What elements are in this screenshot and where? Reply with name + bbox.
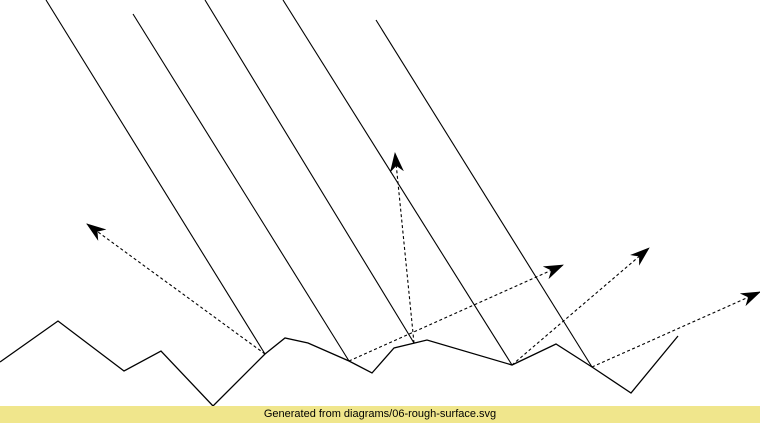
incident-rays: [45, 0, 593, 368]
rough-surface: [0, 320, 679, 406]
incident-ray-5: [375, 19, 593, 368]
scattered-ray-5: [591, 291, 760, 368]
scattered-ray-2: [389, 152, 415, 344]
scattered-rays: [86, 152, 760, 368]
scattered-ray-4: [511, 247, 650, 366]
scattered-ray-3: [348, 264, 564, 362]
incident-ray-3: [204, 0, 415, 344]
generated-caption: Generated from diagrams/06-rough-surface…: [0, 406, 760, 423]
incident-ray-1: [45, 0, 266, 355]
scattered-ray-1: [86, 223, 266, 355]
incident-ray-2: [132, 13, 350, 362]
rough-surface-diagram: [0, 0, 760, 406]
